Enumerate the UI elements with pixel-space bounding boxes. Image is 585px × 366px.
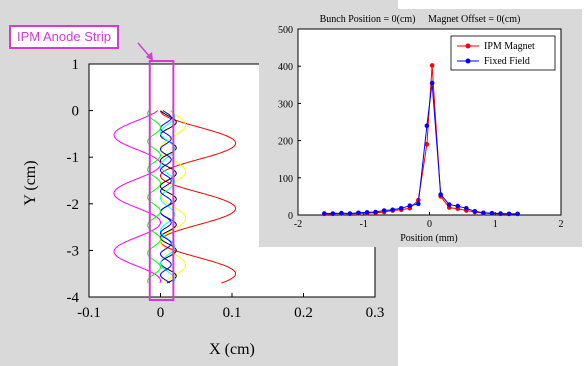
main-y-tick-label: -3 [67,243,80,259]
data-point-1-23 [515,211,520,217]
legend-marker-ipm-magnet [465,43,471,49]
data-point-1-15 [446,202,452,207]
main-y-tick-label: 0 [72,104,80,120]
inset-traces [322,63,520,217]
data-point-1-3 [347,211,353,216]
data-point-1-7 [381,208,387,213]
main-y-tick-label: -4 [67,290,80,306]
legend-label-ipm-magnet: IPM Magnet [484,41,535,52]
anode-strip-box [148,60,175,301]
inset-y-tick-label: 100 [278,174,293,185]
data-point-0-13 [429,63,435,68]
data-point-1-6 [373,209,378,215]
inset-y-tick-label: 300 [278,99,293,110]
main-y-tick-label: -1 [67,150,80,166]
data-point-1-4 [356,210,361,216]
main-y-tick-label: 1 [72,57,80,73]
main-x-tick-label: 0.1 [223,305,242,321]
inset-x-tick-label: 2 [559,219,564,230]
trajectory-6 [147,110,161,284]
beam-profile-chart: Bunch Position = 0(cm) Magnet Offset = 0… [259,9,582,247]
data-point-1-17 [464,206,469,211]
data-point-1-14 [438,192,443,197]
inset-y-tick-label: 0 [288,211,293,222]
data-point-1-13 [429,80,435,86]
data-point-1-8 [390,207,395,213]
inset-x-tick-label: -2 [294,219,302,230]
callout-arrowhead [146,52,153,61]
main-x-axis-label: X (cm) [209,341,255,358]
main-axes: -0.1 0 0.1 0.2 0.3 1 0 -1 -2 -3 -4 [67,57,385,321]
ipm-anode-strip-label: IPM Anode Strip [9,25,119,49]
data-point-1-9 [398,206,404,211]
data-point-1-22 [506,211,512,217]
main-y-axis-label: Y (cm) [22,160,39,205]
inset-x-tick-label: -1 [360,219,368,230]
data-point-1-0 [322,211,327,216]
main-x-tick-label: 0.3 [366,305,385,321]
data-point-1-5 [364,210,370,215]
inset-y-tick-label: 500 [278,25,293,36]
data-point-1-2 [339,210,344,216]
data-point-1-1 [330,211,336,216]
callout-arrow [137,42,151,58]
data-point-1-16 [455,203,461,209]
inset-y-tick-label: 400 [278,62,293,73]
legend-marker-fixed-field [465,58,471,64]
trajectory-0 [160,110,237,284]
legend-label-fixed-field: Fixed Field [484,56,530,67]
data-point-1-10 [407,203,413,208]
main-y-tick-label: -2 [67,197,80,213]
trajectory-1 [113,110,161,284]
inset-x-tick-label: 1 [493,219,498,230]
main-x-tick-label: 0 [157,305,165,321]
main-x-tick-label: 0.2 [294,305,313,321]
trajectory-5 [160,110,172,284]
main-x-tick-label: -0.1 [77,305,101,321]
inset-x-tick-label: 0 [427,219,432,230]
data-point-0-12 [424,142,430,147]
data-point-1-20 [489,210,495,216]
data-point-1-11 [416,201,421,207]
data-point-1-21 [498,211,503,216]
data-point-1-18 [472,208,478,214]
legend: IPM Magnet Fixed Field [450,35,556,71]
inset-x-axis-label: Position (mm) [400,233,458,244]
data-point-1-12 [424,123,430,129]
trajectory-4 [160,110,176,284]
data-point-1-19 [481,210,486,216]
inset-chart-title: Bunch Position = 0(cm) Magnet Offset = 0… [320,14,521,25]
inset-axes: -2 -1 0 1 2 0 100 200 300 400 500 [278,25,564,230]
inset-y-tick-label: 200 [278,137,293,148]
legend-box [450,35,556,71]
